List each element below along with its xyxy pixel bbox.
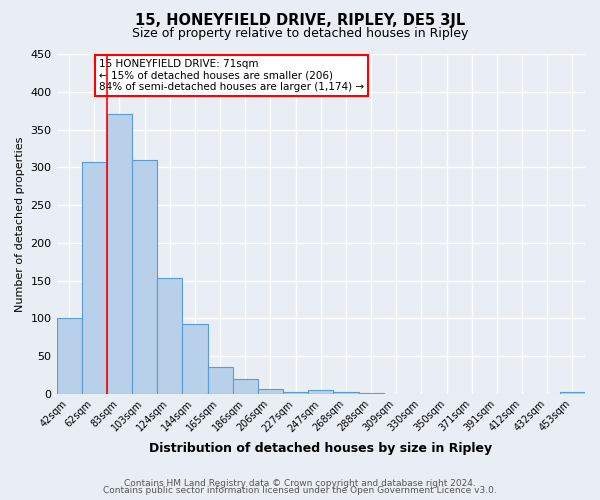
Bar — [283, 392, 308, 394]
Bar — [359, 393, 383, 394]
Bar — [182, 324, 208, 394]
Bar — [208, 368, 233, 394]
Text: Size of property relative to detached houses in Ripley: Size of property relative to detached ho… — [132, 28, 468, 40]
Bar — [132, 160, 157, 394]
Bar — [560, 392, 585, 394]
Bar — [82, 162, 107, 394]
Text: 15, HONEYFIELD DRIVE, RIPLEY, DE5 3JL: 15, HONEYFIELD DRIVE, RIPLEY, DE5 3JL — [135, 12, 465, 28]
X-axis label: Distribution of detached houses by size in Ripley: Distribution of detached houses by size … — [149, 442, 493, 455]
Bar — [258, 388, 283, 394]
Bar — [56, 318, 82, 394]
Bar — [308, 390, 334, 394]
Y-axis label: Number of detached properties: Number of detached properties — [15, 136, 25, 312]
Bar — [233, 380, 258, 394]
Text: Contains HM Land Registry data © Crown copyright and database right 2024.: Contains HM Land Registry data © Crown c… — [124, 478, 476, 488]
Text: 15 HONEYFIELD DRIVE: 71sqm
← 15% of detached houses are smaller (206)
84% of sem: 15 HONEYFIELD DRIVE: 71sqm ← 15% of deta… — [99, 59, 364, 92]
Text: Contains public sector information licensed under the Open Government Licence v3: Contains public sector information licen… — [103, 486, 497, 495]
Bar — [334, 392, 359, 394]
Bar — [157, 278, 182, 394]
Bar — [107, 114, 132, 394]
